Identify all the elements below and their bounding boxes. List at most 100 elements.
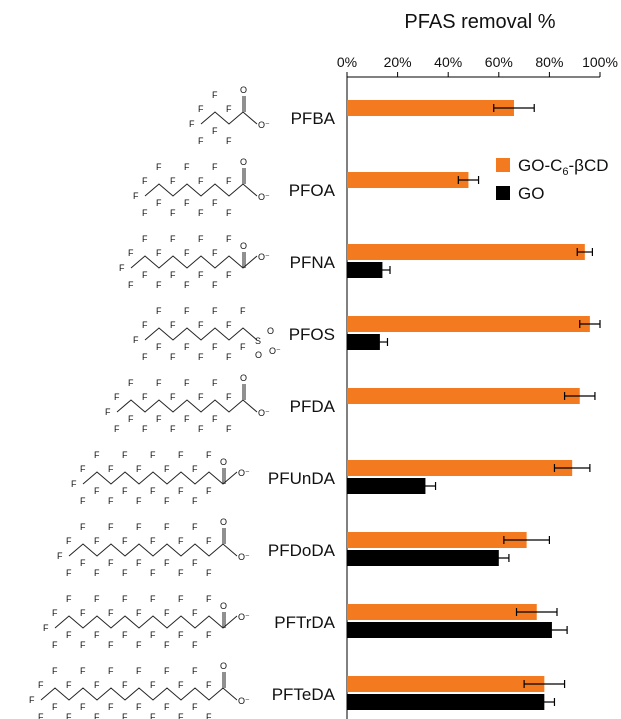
category-label: PFOS bbox=[289, 325, 335, 344]
fluorine-atom: F bbox=[226, 136, 232, 146]
fluorine-atom: F bbox=[226, 270, 232, 280]
fluorine-atom: F bbox=[184, 414, 190, 424]
fluorine-atom: F bbox=[178, 536, 184, 546]
fluorine-atom: F bbox=[226, 424, 232, 434]
fluorine-atom: F bbox=[206, 568, 212, 578]
bar-pftrda-go bbox=[347, 622, 552, 638]
fluorine-atom: F bbox=[150, 450, 156, 460]
x-tick-label: 80% bbox=[535, 54, 563, 70]
fluorine-atom: F bbox=[128, 280, 134, 290]
fluorine-atom: F bbox=[142, 208, 148, 218]
oxygen-atom: O bbox=[255, 350, 262, 360]
fluorine-atom: F bbox=[212, 306, 218, 316]
x-tick-label: 40% bbox=[434, 54, 462, 70]
category-label: PFOA bbox=[289, 181, 336, 200]
bar-pfna-go-c6-bcd bbox=[347, 244, 585, 260]
fluorine-atom: F bbox=[136, 608, 142, 618]
fluorine-atom: F bbox=[189, 119, 195, 129]
fluorine-atom: F bbox=[66, 680, 72, 690]
fluorine-atom: F bbox=[66, 712, 72, 719]
fluorine-atom: F bbox=[198, 234, 204, 244]
fluorine-atom: F bbox=[108, 666, 114, 676]
fluorine-atom: F bbox=[212, 414, 218, 424]
fluorine-atom: F bbox=[212, 126, 218, 136]
fluorine-atom: F bbox=[142, 234, 148, 244]
fluorine-atom: F bbox=[128, 378, 134, 388]
fluorine-atom: F bbox=[80, 522, 86, 532]
fluorine-atom: F bbox=[142, 176, 148, 186]
oxygen-atom: O⁻ bbox=[238, 612, 250, 622]
fluorine-atom: F bbox=[212, 198, 218, 208]
fluorine-atom: F bbox=[38, 680, 44, 690]
fluorine-atom: F bbox=[192, 464, 198, 474]
fluorine-atom: F bbox=[206, 594, 212, 604]
bar-pfna-go bbox=[347, 262, 383, 278]
carbon-chain bbox=[82, 471, 238, 485]
fluorine-atom: F bbox=[164, 522, 170, 532]
fluorine-atom: F bbox=[80, 640, 86, 650]
category-label: PFUnDA bbox=[268, 469, 336, 488]
oxygen-atom: O⁻ bbox=[238, 552, 250, 562]
fluorine-atom: F bbox=[108, 496, 114, 506]
fluorine-atom: F bbox=[52, 666, 58, 676]
fluorine-atom: F bbox=[119, 263, 125, 273]
fluorine-atom: F bbox=[150, 486, 156, 496]
fluorine-atom: F bbox=[142, 270, 148, 280]
bar-pfteda-go-c6-bcd bbox=[347, 676, 545, 692]
fluorine-atom: F bbox=[94, 712, 100, 719]
chart-title: PFAS removal % bbox=[404, 11, 555, 33]
legend-label: GO-C6-βCD bbox=[518, 156, 609, 178]
fluorine-atom: F bbox=[226, 320, 232, 330]
oxygen-atom: O bbox=[220, 661, 227, 671]
legend: GO-C6-βCD GO bbox=[496, 156, 609, 203]
bar-pfda-go-c6-bcd bbox=[347, 388, 580, 404]
x-tick-label: 0% bbox=[337, 54, 357, 70]
fluorine-atom: F bbox=[133, 335, 139, 345]
legend-label: GO bbox=[518, 184, 544, 203]
fluorine-atom: F bbox=[178, 568, 184, 578]
bar-pftrda-go-c6-bcd bbox=[347, 604, 537, 620]
bar-pfba-go-c6-bcd bbox=[347, 100, 514, 116]
carbon-chain bbox=[68, 543, 238, 557]
carbon-chain bbox=[130, 255, 258, 269]
fluorine-atom: F bbox=[136, 666, 142, 676]
fluorine-atom: F bbox=[122, 630, 128, 640]
legend-swatch bbox=[496, 158, 510, 172]
fluorine-atom: F bbox=[164, 496, 170, 506]
category-labels: PFBA PFOA PFNA PFOS PFDA PFUnDA PFDoDA PFTrDA PF… bbox=[268, 109, 336, 704]
carbon-chain bbox=[144, 183, 258, 197]
bar-pfunda-go bbox=[347, 478, 426, 494]
fluorine-atom: F bbox=[206, 450, 212, 460]
carbon-chain bbox=[54, 615, 238, 629]
x-tick-label: 60% bbox=[485, 54, 513, 70]
fluorine-atom: F bbox=[170, 270, 176, 280]
fluorine-atom: F bbox=[240, 342, 246, 352]
fluorine-atom: F bbox=[198, 352, 204, 362]
fluorine-atom: F bbox=[192, 496, 198, 506]
fluorine-atom: F bbox=[212, 162, 218, 172]
fluorine-atom: F bbox=[192, 666, 198, 676]
fluorine-atom: F bbox=[156, 198, 162, 208]
fluorine-atom: F bbox=[94, 450, 100, 460]
fluorine-atom: F bbox=[192, 522, 198, 532]
fluorine-atom: F bbox=[94, 630, 100, 640]
fluorine-atom: F bbox=[206, 680, 212, 690]
fluorine-atom: F bbox=[206, 486, 212, 496]
fluorine-atom: F bbox=[198, 270, 204, 280]
fluorine-atom: F bbox=[198, 136, 204, 146]
fluorine-atom: F bbox=[122, 450, 128, 460]
fluorine-atom: F bbox=[178, 630, 184, 640]
fluorine-atom: F bbox=[52, 608, 58, 618]
fluorine-atom: F bbox=[170, 234, 176, 244]
fluorine-atom: F bbox=[52, 640, 58, 650]
carbon-chain bbox=[200, 111, 258, 125]
fluorine-atom: F bbox=[150, 536, 156, 546]
fluorine-atom: F bbox=[133, 191, 139, 201]
fluorine-atom: F bbox=[170, 176, 176, 186]
